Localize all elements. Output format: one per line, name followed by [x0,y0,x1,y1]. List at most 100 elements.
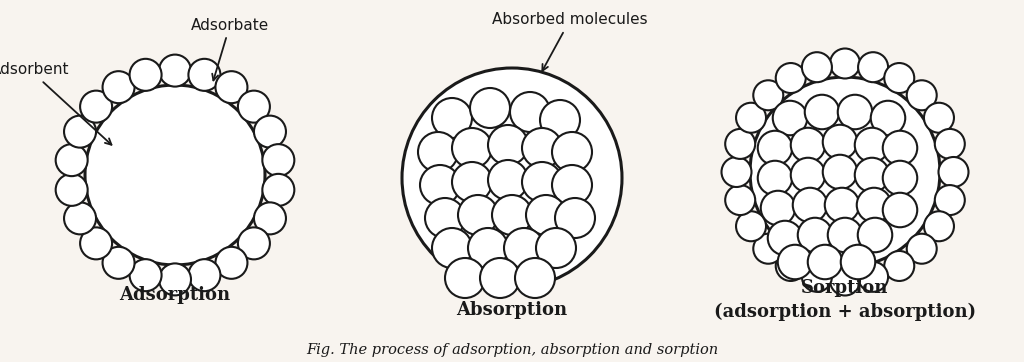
Circle shape [858,262,888,292]
Circle shape [85,85,265,265]
Circle shape [504,228,544,268]
Circle shape [824,188,859,222]
Circle shape [776,63,806,93]
Circle shape [822,155,857,189]
Circle shape [526,195,566,235]
Circle shape [924,211,954,241]
Circle shape [855,158,889,192]
Circle shape [736,103,766,133]
Text: Adsorbent: Adsorbent [0,63,112,145]
Circle shape [758,161,793,195]
Circle shape [238,227,270,259]
Circle shape [488,160,528,200]
Text: Fig. The process of adsorption, absorption and sorption: Fig. The process of adsorption, absorpti… [306,343,718,357]
Circle shape [188,259,220,291]
Circle shape [750,77,940,267]
Circle shape [830,49,860,79]
Circle shape [939,157,969,187]
Circle shape [80,90,112,123]
Circle shape [885,251,914,281]
Circle shape [130,59,162,91]
Circle shape [885,63,914,93]
Circle shape [254,202,286,234]
Circle shape [883,131,918,165]
Circle shape [65,115,96,148]
Circle shape [262,144,294,176]
Circle shape [754,80,783,110]
Circle shape [480,258,520,298]
Circle shape [468,228,508,268]
Circle shape [906,234,937,264]
Circle shape [791,158,825,192]
Circle shape [552,132,592,172]
Circle shape [102,247,134,279]
Circle shape [555,198,595,238]
Circle shape [215,247,248,279]
Circle shape [935,185,965,215]
Circle shape [159,55,191,87]
Circle shape [883,193,918,227]
Circle shape [425,198,465,238]
Circle shape [736,211,766,241]
Circle shape [827,218,862,252]
Circle shape [725,185,755,215]
Circle shape [55,144,88,176]
Circle shape [855,128,889,162]
Text: Absorption: Absorption [457,301,567,319]
Circle shape [906,80,937,110]
Circle shape [65,202,96,234]
Text: Adsorption: Adsorption [120,286,230,304]
Circle shape [924,103,954,133]
Text: Sorption
(adsorption + absorption): Sorption (adsorption + absorption) [714,279,976,321]
Circle shape [418,132,458,172]
Circle shape [540,100,580,140]
Circle shape [402,68,622,288]
Circle shape [802,52,831,82]
Circle shape [773,101,807,135]
Circle shape [492,195,532,235]
Circle shape [552,165,592,205]
Circle shape [768,221,802,255]
Circle shape [725,129,755,159]
Circle shape [102,71,134,103]
Circle shape [778,245,812,279]
Circle shape [822,125,857,159]
Circle shape [841,245,876,279]
Circle shape [262,174,294,206]
Circle shape [793,188,827,222]
Circle shape [761,191,796,225]
Circle shape [857,188,891,222]
Circle shape [722,157,752,187]
Circle shape [432,98,472,138]
Circle shape [510,92,550,132]
Circle shape [80,227,112,259]
Circle shape [522,162,562,202]
Circle shape [754,234,783,264]
Circle shape [805,95,840,129]
Circle shape [536,228,575,268]
Circle shape [522,128,562,168]
Circle shape [420,165,460,205]
Circle shape [808,245,843,279]
Circle shape [858,218,892,252]
Circle shape [452,128,492,168]
Text: Adsorbate: Adsorbate [190,17,269,80]
Circle shape [215,71,248,103]
Circle shape [758,131,793,165]
Circle shape [515,258,555,298]
Circle shape [445,258,485,298]
Circle shape [188,59,220,91]
Circle shape [254,115,286,148]
Circle shape [870,101,905,135]
Circle shape [935,129,965,159]
Circle shape [830,265,860,295]
Circle shape [458,195,498,235]
Circle shape [432,228,472,268]
Circle shape [858,52,888,82]
Circle shape [791,128,825,162]
Text: Absorbed molecules: Absorbed molecules [493,13,648,71]
Circle shape [798,218,833,252]
Circle shape [838,95,872,129]
Circle shape [883,161,918,195]
Circle shape [470,88,510,128]
